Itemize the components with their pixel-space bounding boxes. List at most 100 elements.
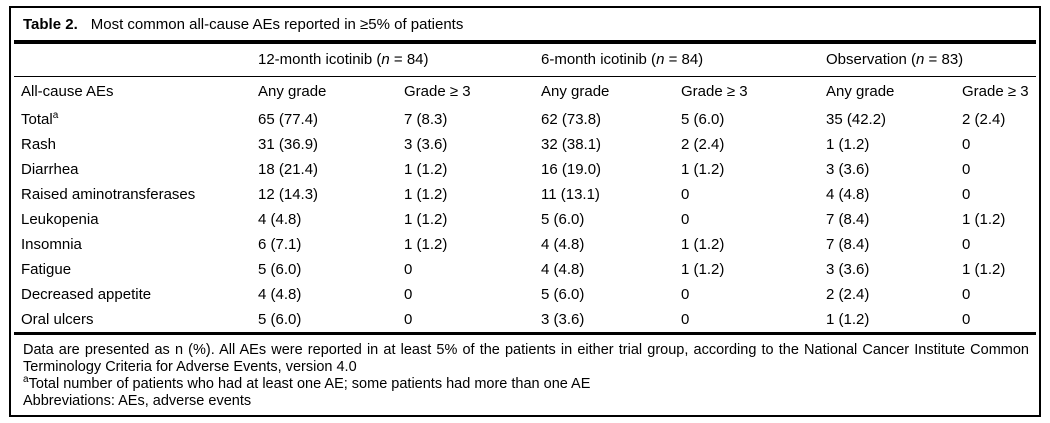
cell-value: 0 [681, 210, 690, 228]
cell-value: 1 (1.2) [681, 260, 725, 278]
row-label-text: Insomnia [21, 235, 82, 253]
row-label: Fatigue [14, 257, 258, 282]
table-figure: Table 2. Most common all-cause AEs report… [9, 6, 1041, 417]
table-title: Table 2. Most common all-cause AEs report… [21, 8, 1029, 40]
cell-value: 0 [404, 285, 413, 303]
n-value: = 83) [924, 51, 964, 69]
table-row: Oral ulcers 5 (6.0) 0 3 (3.6) 0 1 (1.2) 0 [14, 307, 1036, 332]
cell-value: 7 (8.3) [404, 110, 448, 128]
cell-value: 0 [962, 310, 971, 328]
cell-value: 7 (8.4) [826, 210, 870, 228]
cell-value: 1 (1.2) [826, 310, 870, 328]
row-label-text: Rash [21, 135, 57, 153]
group-name: 12-month icotinib ( [258, 51, 382, 69]
group-header-spacer [14, 43, 258, 77]
cell-value: 35 (42.2) [826, 110, 887, 128]
row-label-text: Oral ulcers [21, 310, 94, 328]
cell-value: 5 (6.0) [541, 285, 585, 303]
cell-value: 4 (4.8) [541, 235, 585, 253]
cell-value: 5 (6.0) [258, 260, 302, 278]
footnotes: Data are presented as n (%). All AEs wer… [21, 335, 1029, 411]
cell-value: 0 [681, 285, 690, 303]
group-name: Observation ( [826, 51, 917, 69]
cell-value: 0 [681, 310, 690, 328]
row-label: Rash [14, 132, 258, 157]
table-row: Fatigue 5 (6.0) 0 4 (4.8) 1 (1.2) 3 (3.6) 1 (1… [14, 257, 1036, 282]
row-label-text: Total [21, 110, 53, 128]
table-caption: Most common all-cause AEs reported in ≥5… [90, 16, 464, 33]
n-value: = 84) [389, 51, 429, 69]
cell-value: 0 [962, 135, 971, 153]
row-label-superscript: a [52, 109, 59, 121]
cell-value: 18 (21.4) [258, 160, 319, 178]
table-row: Rash 31 (36.9) 3 (3.6) 32 (38.1) 2 (2.4) 1 (1… [14, 132, 1036, 157]
cell-value: 1 (1.2) [826, 135, 870, 153]
footnote-text: Total number of patients who had at leas… [28, 375, 591, 392]
table-row: Raised aminotransferases 12 (14.3) 1 (1.2)… [14, 182, 1036, 207]
group-name: 6-month icotinib ( [541, 51, 657, 69]
table-row: Diarrhea 18 (21.4) 1 (1.2) 16 (19.0) 1 (1.2)… [14, 157, 1036, 182]
cell-value: 5 (6.0) [258, 310, 302, 328]
cell-value: 16 (19.0) [541, 160, 602, 178]
subheader-group2-any-grade: Any grade [541, 83, 610, 101]
footnote-line: aTotal number of patients who had at lea… [23, 374, 1029, 393]
subheader-group3-grade-ge3: Grade ≥ 3 [962, 83, 1029, 101]
row-label: Raised aminotransferases [14, 182, 258, 207]
n-symbol: n [381, 51, 390, 69]
cell-value: 0 [681, 185, 690, 203]
table-row: Insomnia 6 (7.1) 1 (1.2) 4 (4.8) 1 (1.2) 7 (8… [14, 232, 1036, 257]
cell-value: 0 [404, 310, 413, 328]
cell-value: 1 (1.2) [404, 185, 448, 203]
cell-value: 1 (1.2) [681, 235, 725, 253]
adverse-events-table: 12-month icotinib (n = 84) 6-month icotin… [14, 43, 1036, 332]
row-header-label: All-cause AEs [21, 83, 114, 101]
cell-value: 0 [962, 185, 971, 203]
cell-value: 0 [962, 235, 971, 253]
footnote-text: Abbreviations: AEs, adverse events [23, 393, 252, 410]
cell-value: 4 (4.8) [541, 260, 585, 278]
subheader-group1-any-grade: Any grade [258, 83, 327, 101]
cell-value: 4 (4.8) [826, 185, 870, 203]
cell-value: 12 (14.3) [258, 185, 319, 203]
cell-value: 3 (3.6) [541, 310, 585, 328]
n-symbol: n [916, 51, 925, 69]
cell-value: 65 (77.4) [258, 110, 319, 128]
cell-value: 0 [404, 260, 413, 278]
cell-value: 31 (36.9) [258, 135, 319, 153]
cell-value: 5 (6.0) [681, 110, 725, 128]
cell-value: 32 (38.1) [541, 135, 602, 153]
cell-value: 11 (13.1) [541, 185, 600, 203]
row-label-text: Diarrhea [21, 160, 79, 178]
cell-value: 2 (2.4) [681, 135, 725, 153]
footnote-superscript: a [23, 374, 29, 386]
cell-value: 1 (1.2) [404, 210, 448, 228]
cell-value: 6 (7.1) [258, 235, 302, 253]
subheader-group1-grade-ge3: Grade ≥ 3 [404, 83, 471, 101]
row-label: Diarrhea [14, 157, 258, 182]
row-label: Oral ulcers [14, 307, 258, 332]
cell-value: 4 (4.8) [258, 210, 302, 228]
row-label-text: Leukopenia [21, 210, 99, 228]
cell-value: 2 (2.4) [962, 110, 1006, 128]
n-value: = 84) [664, 51, 704, 69]
cell-value: 2 (2.4) [826, 285, 870, 303]
cell-value: 1 (1.2) [404, 235, 448, 253]
row-label: Leukopenia [14, 207, 258, 232]
cell-value: 0 [962, 160, 971, 178]
row-label: Decreased appetite [14, 282, 258, 307]
footnote-line: Abbreviations: AEs, adverse events [23, 393, 1029, 410]
row-label-text: Decreased appetite [21, 285, 152, 303]
row-label: Totala [14, 107, 258, 132]
table-row: Decreased appetite 4 (4.8) 0 5 (6.0) 0 2 (2.4… [14, 282, 1036, 307]
table-row: Leukopenia 4 (4.8) 1 (1.2) 5 (6.0) 0 7 (8.4) 1… [14, 207, 1036, 232]
footnote-text: Data are presented as n (%). All AEs wer… [23, 341, 1029, 375]
cell-value: 1 (1.2) [962, 260, 1006, 278]
subheader-group3-any-grade: Any grade [826, 83, 895, 101]
cell-value: 4 (4.8) [258, 285, 302, 303]
table-row: Totala 65 (77.4) 7 (8.3) 62 (73.8) 5 (6.0) 35… [14, 107, 1036, 132]
rule-below-title [14, 40, 1036, 44]
cell-value: 1 (1.2) [404, 160, 448, 178]
rule-above-footnotes [14, 331, 1036, 335]
group-header-row: 12-month icotinib (n = 84) 6-month icotin… [14, 43, 1036, 77]
row-label-text: Fatigue [21, 260, 72, 278]
